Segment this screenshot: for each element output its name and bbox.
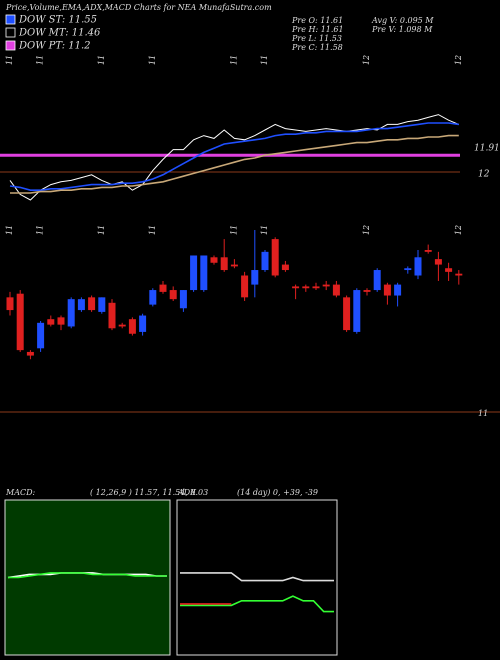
- annotation: 11.91: [474, 144, 500, 154]
- candle-body: [26, 351, 34, 356]
- y-tick-label: 11: [478, 409, 488, 418]
- stat: Pre C: 11.58: [291, 43, 343, 52]
- candle-body: [363, 290, 371, 292]
- panel-label: MACD:: [5, 488, 36, 497]
- x-tick-label: 11: [36, 55, 45, 65]
- candle-body: [47, 319, 55, 325]
- x-tick-label: 12: [362, 225, 371, 235]
- x-tick-label: 11: [148, 225, 157, 235]
- stat: Avg V: 0.095 M: [371, 16, 434, 25]
- legend-swatch: [5, 40, 16, 51]
- x-tick-label: 12: [454, 225, 463, 235]
- series-line: [180, 572, 334, 582]
- candle-body: [159, 284, 167, 292]
- legend-label: DOW MT: 11.46: [18, 28, 101, 39]
- x-tick-label: 11: [5, 55, 14, 65]
- x-tick-label: 11: [260, 55, 269, 65]
- candle-body: [261, 251, 269, 271]
- candle-body: [404, 268, 412, 271]
- candle-body: [169, 290, 177, 300]
- candle-body: [57, 317, 65, 325]
- candle-body: [210, 257, 218, 263]
- candle-body: [383, 284, 391, 296]
- candle-body: [353, 290, 361, 332]
- candle-body: [332, 284, 340, 296]
- stat: Pre V: 1.098 M: [371, 25, 433, 34]
- candle-body: [434, 259, 442, 265]
- panel-params: ( 12,26,9 ) 11.57, 11.54, 0.03: [90, 488, 208, 497]
- candle-body: [179, 290, 187, 309]
- candle-body: [190, 255, 198, 291]
- x-tick-label: 11: [97, 55, 106, 65]
- legend-swatch: [5, 27, 16, 38]
- candle-body: [139, 315, 147, 332]
- candle-body: [424, 250, 432, 252]
- x-tick-label: 12: [454, 55, 463, 65]
- x-tick-label: 11: [5, 225, 14, 235]
- legend-swatch: [5, 14, 16, 25]
- x-tick-label: 11: [260, 225, 269, 235]
- candle-body: [6, 297, 14, 311]
- candle-body: [67, 299, 75, 327]
- candle-body: [88, 297, 96, 311]
- candle-body: [149, 290, 157, 305]
- candle-body: [230, 264, 238, 267]
- annotation: 12: [478, 170, 490, 180]
- series-line: [9, 114, 459, 201]
- candle-body: [251, 270, 259, 285]
- panel: [4, 499, 171, 656]
- candle-body: [241, 275, 249, 298]
- candle-body: [281, 264, 289, 271]
- candle-body: [200, 255, 208, 291]
- candle-body: [302, 286, 310, 289]
- candle-body: [108, 302, 116, 329]
- series-line: [10, 134, 459, 194]
- stat: Pre H: 11.61: [291, 25, 344, 34]
- legend-label: DOW ST: 11.55: [18, 15, 97, 26]
- candle-body: [322, 284, 330, 287]
- x-tick-label: 11: [229, 225, 238, 235]
- page-title: Price,Volume,EMA,ADX,MACD Charts for NEA…: [5, 3, 272, 12]
- panel: [176, 499, 338, 656]
- panel-label: ADX: [177, 488, 196, 497]
- candle-body: [394, 284, 402, 296]
- candle-body: [312, 286, 320, 289]
- x-tick-label: 12: [362, 55, 371, 65]
- candle-body: [98, 297, 106, 312]
- candle-body: [445, 268, 453, 272]
- series-line: [8, 572, 167, 579]
- stat: Pre O: 11.61: [291, 16, 343, 25]
- candle-body: [16, 293, 24, 351]
- series-line: [9, 122, 459, 191]
- x-tick-label: 11: [36, 225, 45, 235]
- candle-body: [128, 319, 136, 334]
- candle-body: [373, 270, 381, 291]
- stat: Pre L: 11.53: [291, 34, 342, 43]
- candle-body: [37, 322, 45, 349]
- candle-body: [414, 257, 422, 276]
- panel-params: (14 day) 0, +39, -39: [237, 488, 318, 497]
- candle-body: [220, 257, 228, 271]
- x-tick-label: 11: [97, 225, 106, 235]
- legend-label: DOW PT: 11.2: [18, 41, 91, 52]
- candle-body: [77, 299, 85, 311]
- candle-body: [343, 297, 351, 331]
- series-line: [180, 595, 334, 613]
- x-tick-label: 11: [229, 55, 238, 65]
- candle-body: [271, 239, 279, 276]
- x-tick-label: 11: [148, 55, 157, 65]
- candle-body: [292, 286, 300, 289]
- candle-body: [118, 324, 126, 327]
- candle-body: [455, 273, 463, 276]
